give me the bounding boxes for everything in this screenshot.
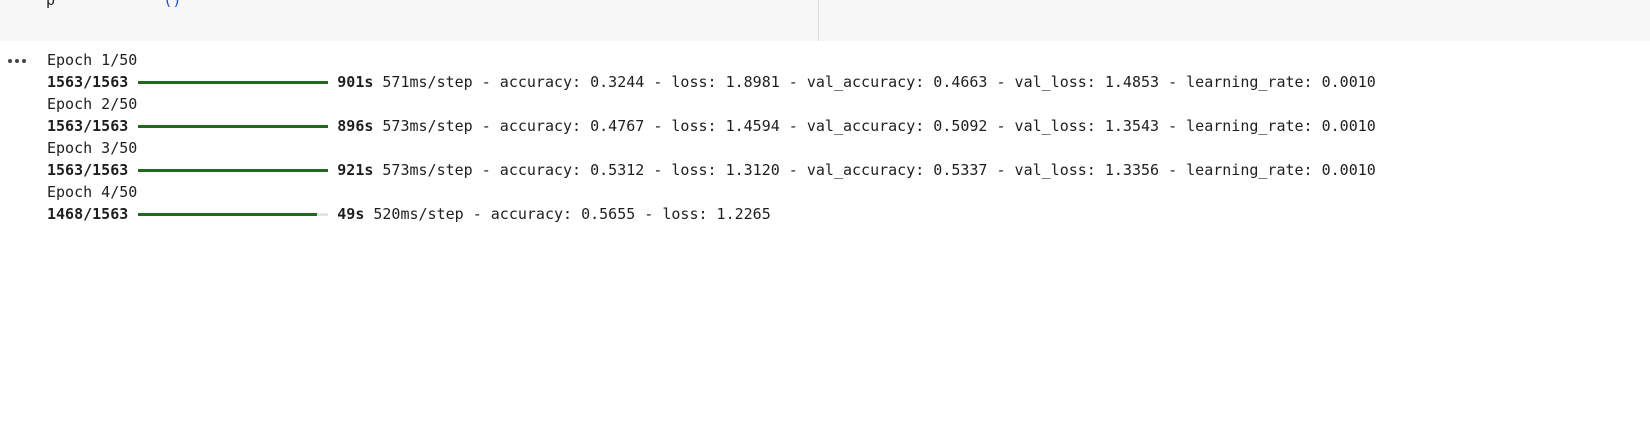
epoch-progress-line: 1563/1563 901s 571ms/step - accuracy: 0.… xyxy=(47,71,1627,93)
epoch-metrics: 520ms/step - accuracy: 0.5655 - loss: 1.… xyxy=(373,205,771,223)
progress-fill xyxy=(138,212,317,216)
menu-dot xyxy=(8,59,12,63)
step-count: 1563/1563 xyxy=(47,161,129,179)
menu-dot xyxy=(15,59,19,63)
epoch-progress-line: 1563/1563 921s 573ms/step - accuracy: 0.… xyxy=(47,159,1627,181)
cell-output: Epoch 1/50 1563/1563 901s 571ms/step - a… xyxy=(47,49,1627,225)
code-cell-text: p () xyxy=(46,0,182,9)
epoch-progress-line: 1468/1563 49s 520ms/step - accuracy: 0.5… xyxy=(47,203,1627,225)
epoch-metrics: 573ms/step - accuracy: 0.5312 - loss: 1.… xyxy=(382,161,1376,179)
step-count: 1468/1563 xyxy=(47,205,129,223)
epoch-label: Epoch 1/50 xyxy=(47,51,138,69)
epoch-label: Epoch 2/50 xyxy=(47,95,138,113)
epoch-time: 901s xyxy=(337,73,374,91)
menu-dot xyxy=(22,59,26,63)
epoch-header: Epoch 4/50 xyxy=(47,181,1627,203)
epoch-time: 49s xyxy=(337,205,365,223)
epoch-metrics: 571ms/step - accuracy: 0.3244 - loss: 1.… xyxy=(382,73,1376,91)
progress-bar xyxy=(138,212,329,216)
epoch-header: Epoch 3/50 xyxy=(47,137,1627,159)
progress-fill xyxy=(138,168,329,172)
progress-fill xyxy=(138,124,329,128)
epoch-header: Epoch 1/50 xyxy=(47,49,1627,71)
epoch-header: Epoch 2/50 xyxy=(47,93,1627,115)
epoch-metrics: 573ms/step - accuracy: 0.4767 - loss: 1.… xyxy=(382,117,1376,135)
progress-bar xyxy=(138,168,329,172)
progress-bar xyxy=(138,124,329,128)
code-cell-input[interactable]: p () xyxy=(0,0,1650,41)
step-count: 1563/1563 xyxy=(47,117,129,135)
progress-bar xyxy=(138,80,329,84)
code-cell-divider xyxy=(818,0,819,41)
epoch-label: Epoch 3/50 xyxy=(47,139,138,157)
epoch-time: 896s xyxy=(337,117,374,135)
more-horizontal-icon[interactable] xyxy=(6,52,28,70)
epoch-time: 921s xyxy=(337,161,374,179)
progress-fill xyxy=(138,80,329,84)
step-count: 1563/1563 xyxy=(47,73,129,91)
epoch-label: Epoch 4/50 xyxy=(47,183,138,201)
epoch-progress-line: 1563/1563 896s 573ms/step - accuracy: 0.… xyxy=(47,115,1627,137)
